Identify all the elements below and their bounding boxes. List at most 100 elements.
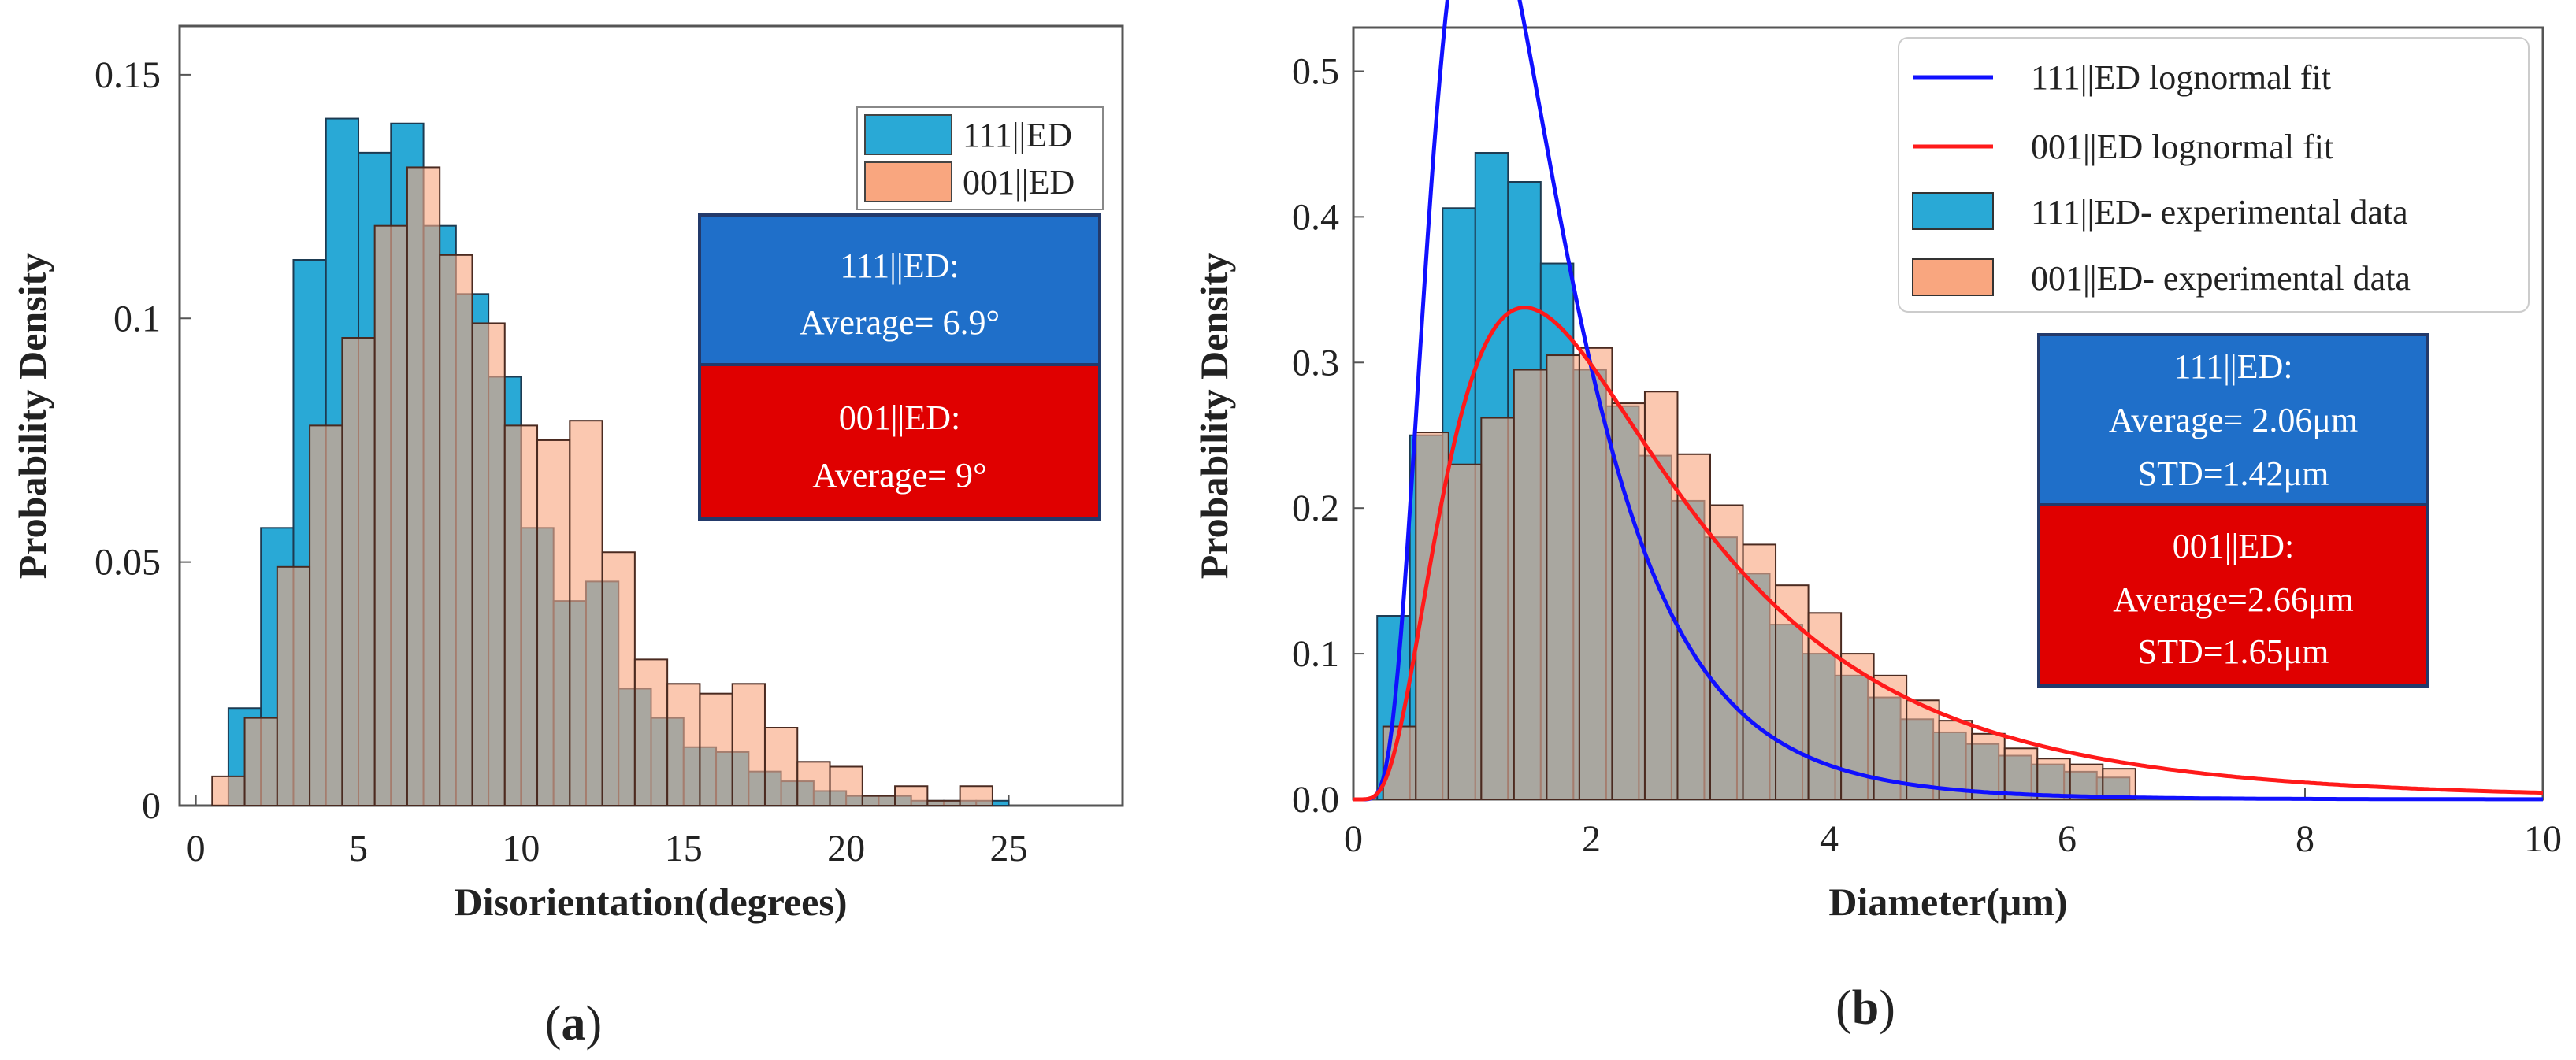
panel-a-bar-series2 (309, 424, 343, 806)
legend-label-111: 111||ED (963, 116, 1072, 154)
panel-a-bar-series2 (829, 765, 863, 806)
panel-b-y-axis-label: Probability Density (1192, 253, 1236, 579)
panel-a-ytick-label: 0.15 (95, 54, 161, 96)
svg-text:Average=2.66μm: Average=2.66μm (2113, 580, 2353, 619)
svg-text:001||ED:: 001||ED: (839, 398, 961, 437)
legend-swatch-001-exp (1912, 258, 1994, 296)
panel-b-annotation-111: 111||ED: Average= 2.06μm STD=1.42μm (2037, 333, 2429, 506)
svg-text:Average= 6.9°: Average= 6.9° (800, 303, 1000, 342)
legend-label-001: 001||ED (963, 163, 1075, 202)
panel-b-annotation-001: 001||ED: Average=2.66μm STD=1.65μm (2037, 503, 2429, 688)
panel-b-bar-series2 (1578, 347, 1613, 800)
panel-a-bars (211, 117, 1010, 806)
panel-a-bar-series2 (601, 551, 636, 806)
panel-b-xtick-label: 4 (1820, 818, 1839, 860)
panel-b-ytick-label: 0.5 (1292, 50, 1339, 92)
svg-text:Average= 2.06μm: Average= 2.06μm (2109, 401, 2358, 439)
panel-a-xtick-label: 10 (502, 828, 540, 869)
svg-text:STD=1.42μm: STD=1.42μm (2138, 454, 2329, 493)
panel-a-bar-series2 (959, 785, 993, 806)
panel-b-ytick-label: 0.0 (1292, 779, 1339, 821)
svg-text:111||ED:: 111||ED: (2173, 347, 2292, 386)
svg-text:STD=1.65μm: STD=1.65μm (2138, 632, 2329, 671)
panel-a-bar-series2 (731, 683, 766, 806)
panel-a-bar-series2 (569, 420, 603, 806)
panel-a-annotation-111: 111||ED: Average= 6.9° (698, 213, 1101, 366)
panel-b-caption: (b) (1835, 981, 1895, 1035)
panel-b-xtick-label: 8 (2296, 818, 2314, 860)
panel-a-ytick-label: 0.05 (95, 542, 161, 584)
panel-a-bar-series2 (536, 439, 571, 806)
panel-b-xtick-label: 2 (1582, 818, 1601, 860)
panel-b-bar-series2 (1938, 720, 1973, 800)
panel-b-bar-series2 (1775, 584, 1810, 800)
panel-b-bar-series2 (1447, 463, 1483, 800)
panel-b-bar-series2 (1709, 504, 1744, 800)
panel-b-ytick-label: 0.2 (1292, 487, 1339, 529)
panel-a-y-axis-label: Probability Density (10, 253, 54, 579)
panel-b-legend: 111||ED lognormal fit 001||ED lognormal … (1898, 37, 2530, 313)
panel-b-fits (1353, 0, 2544, 802)
panel-b-ytick-label: 0.1 (1292, 633, 1339, 675)
panel-b-ticks: 0.0 0.1 0.2 0.3 0.4 0.5 0 2 4 6 8 10 (1292, 50, 2562, 860)
panel-a-bar-series2 (926, 799, 961, 806)
panel-a-bar-series2 (211, 775, 246, 806)
panel-a-bar-series2 (243, 717, 278, 806)
panel-b-bar-series2 (1742, 543, 1777, 800)
panel-a-legend: 111||ED 001||ED (856, 106, 1104, 210)
panel-a-xtick-label: 5 (349, 828, 368, 869)
panel-b-bar-series2 (1676, 453, 1712, 800)
svg-text:001||ED:: 001||ED: (2173, 527, 2295, 565)
panel-a-xtick-label: 20 (827, 828, 865, 869)
panel-a-x-axis-label: Disorientation(degrees) (455, 880, 848, 924)
panel-b-bars (1376, 152, 2136, 801)
panel-b-bar-series2 (1971, 732, 2006, 801)
panel-a-chart: 0 0.05 0.1 0.15 0 5 10 15 20 25 Probability Densi… (10, 24, 1124, 1051)
panel-a-bar-series2 (406, 166, 441, 806)
panel-b-bar-series2 (1480, 417, 1515, 800)
panel-a-ytick-label: 0 (142, 785, 161, 827)
panel-a-bar-series2 (503, 424, 539, 806)
panel-a-bar-series2 (861, 795, 896, 806)
panel-b-bar-series2 (2069, 763, 2104, 800)
panel-a-xtick-label: 25 (990, 828, 1028, 869)
panel-a-xtick-label: 15 (665, 828, 703, 869)
legend-label-001-exp: 001||ED- experimental data (2031, 259, 2411, 298)
panel-a-bar-series2 (276, 565, 311, 806)
legend-swatch-111-exp (1912, 192, 1994, 230)
panel-b-x-axis-label: Diameter(μm) (1828, 880, 2067, 924)
legend-swatch-001 (864, 161, 952, 202)
panel-a-bar-series2 (633, 658, 669, 806)
panel-b-xtick-label: 10 (2524, 818, 2562, 860)
panel-a-annotation-001: 001||ED: Average= 9° (698, 363, 1101, 521)
legend-label-111-exp: 111||ED- experimental data (2031, 193, 2408, 232)
panel-a-bar-series2 (894, 785, 929, 806)
legend-label-111-fit: 111||ED lognormal fit (2031, 58, 2331, 97)
panel-b-ytick-label: 0.3 (1292, 342, 1339, 384)
panel-a-xtick-label: 0 (187, 828, 206, 869)
panel-a-bar-series2 (341, 337, 376, 806)
panel-b-xtick-label: 0 (1344, 818, 1363, 860)
legend-swatch-111 (864, 114, 952, 155)
panel-a-bar-series2 (373, 224, 408, 806)
panel-a-ticks: 0 0.05 0.1 0.15 0 5 10 15 20 25 (95, 54, 1028, 869)
panel-a-bar-series2 (699, 692, 733, 806)
panel-b-bar-series2 (2102, 768, 2136, 800)
panel-a-bar-series2 (763, 727, 799, 806)
panel-b-fit-curve-1 (1353, 0, 2543, 802)
panel-a-ytick-label: 0.1 (113, 298, 161, 339)
panel-a-caption: (a) (545, 997, 602, 1051)
panel-a-bar-series2 (439, 254, 473, 806)
panel-b-chart: 0.0 0.1 0.2 0.3 0.4 0.5 0 2 4 6 8 10 Probability De… (1192, 0, 2562, 1035)
panel-a-bar-series2 (471, 322, 506, 806)
panel-b-fit-curve-2 (1353, 306, 2544, 802)
panel-b-bar-series2 (1513, 369, 1548, 800)
panel-a-bar-series2 (796, 761, 831, 806)
svg-text:111||ED:: 111||ED: (840, 246, 959, 285)
panel-b-bar-series2 (1546, 354, 1580, 801)
legend-label-001-fit: 001||ED lognormal fit (2031, 128, 2333, 166)
panel-a-bar-series2 (666, 683, 701, 806)
panel-b-xtick-label: 6 (2058, 818, 2077, 860)
svg-text:Average= 9°: Average= 9° (812, 456, 986, 495)
